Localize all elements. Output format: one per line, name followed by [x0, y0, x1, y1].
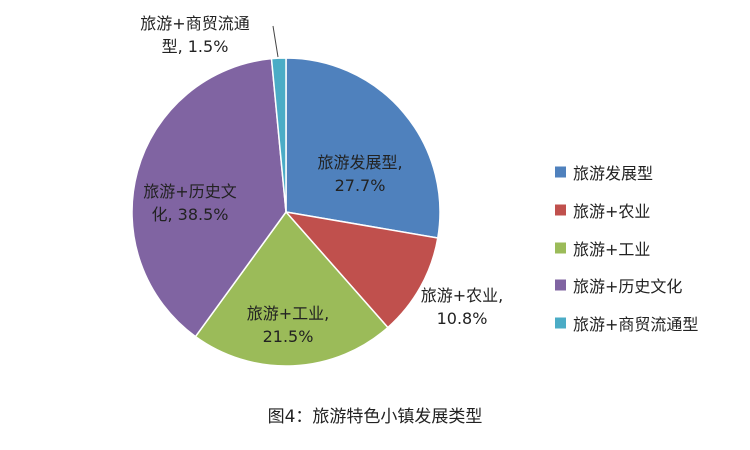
legend-label: 旅游+商贸流通型 [573, 315, 699, 335]
chart-title: 图4：旅游特色小镇发展类型 [267, 407, 483, 427]
legend-label: 旅游+工业 [573, 239, 651, 259]
legend-swatch [555, 279, 566, 291]
pie-slice [270, 57, 287, 213]
data-label: 旅游+工业, 21.5% [246, 304, 330, 346]
data-label: 旅游+商贸流通型, 1.5% [140, 14, 250, 56]
leader-line [272, 25, 279, 58]
legend-label: 旅游+历史文化 [573, 277, 683, 297]
pie-slice [131, 57, 287, 338]
legend-swatch [555, 317, 566, 329]
pie-slice [284, 210, 439, 329]
pie-slice [285, 57, 441, 239]
data-label: 旅游发展型, 27.7% [317, 153, 403, 195]
legend-label: 旅游+农业 [573, 201, 651, 221]
legend-label: 旅游发展型 [573, 164, 654, 183]
legend-swatch [555, 242, 566, 254]
legend-swatch [555, 166, 566, 178]
pie-slice [194, 210, 389, 367]
data-label: 旅游+农业, 10.8% [420, 286, 504, 328]
legend-swatch [555, 204, 566, 216]
data-label: 旅游+历史文化, 38.5% [143, 182, 237, 224]
